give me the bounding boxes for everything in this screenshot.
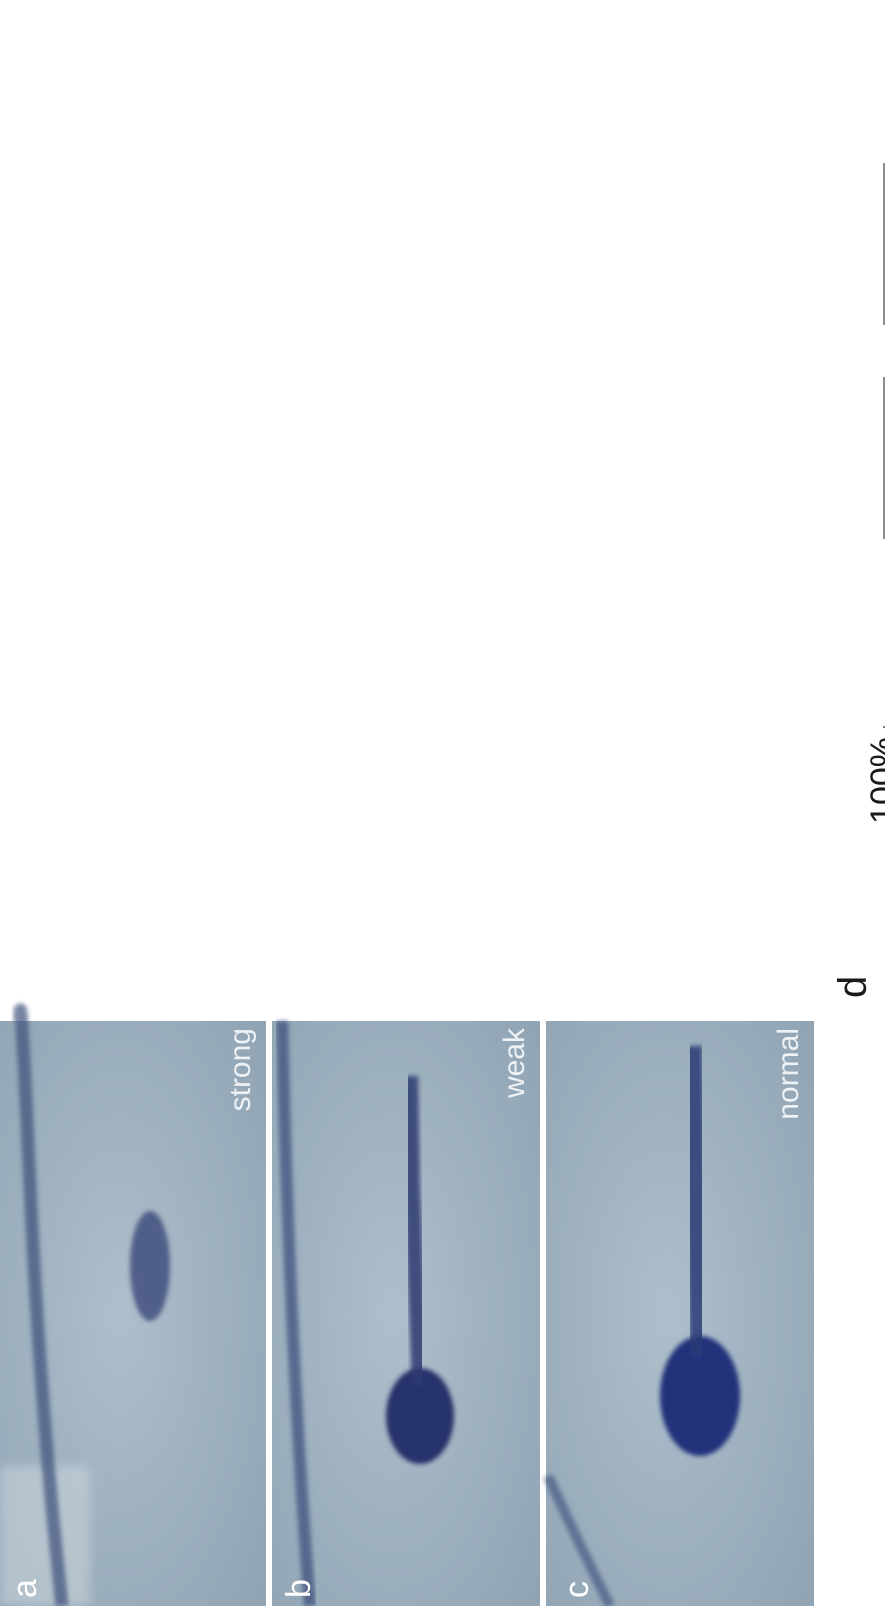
photo-panel-c: c normal xyxy=(543,1021,814,1606)
photo-panel-b: b weak xyxy=(272,1020,540,1606)
photo-label-strong: strong xyxy=(224,1028,257,1111)
panel-label-b: b xyxy=(280,1579,318,1598)
photo-panel-a: a strong xyxy=(0,1003,266,1606)
stacked-bar-chart: d 0%20%40%60%80%100% MoPax8(n=60)MoPax8 … xyxy=(831,163,885,998)
y-tick-label: 100% xyxy=(864,737,885,824)
panel-label-a: a xyxy=(6,1579,44,1598)
panel-label-c: c xyxy=(558,1581,596,1598)
panel-label-d: d xyxy=(831,976,875,998)
photo-label-weak: weak xyxy=(498,1027,531,1099)
y-axis-ticks: 0%20%40%60%80%100% xyxy=(864,737,885,824)
photo-label-normal: normal xyxy=(772,1028,805,1120)
